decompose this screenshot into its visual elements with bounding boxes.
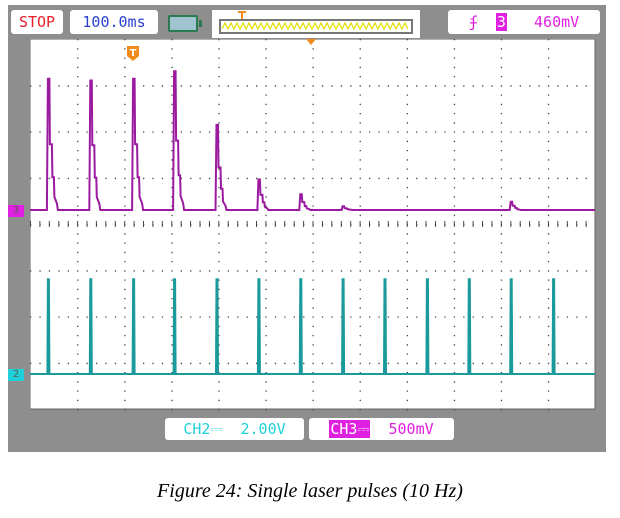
ch2-volts-div: 2.00V <box>240 420 286 438</box>
memory-wave <box>221 21 409 31</box>
timebase[interactable]: 100.0ms <box>70 10 158 34</box>
run-state[interactable]: STOP <box>11 10 63 34</box>
trigger-position-icon <box>238 11 246 19</box>
ch3-trace <box>30 70 595 211</box>
dc-coupling-icon: ⎓ <box>210 420 223 438</box>
waveform-display: T <box>30 39 596 411</box>
ch3-ground-marker[interactable]: 3 <box>8 205 24 217</box>
trigger-source: 3 <box>495 13 507 31</box>
ch2-ground-marker[interactable]: 2 <box>8 369 24 381</box>
battery-icon <box>168 15 202 32</box>
trigger-marker: T <box>127 46 139 61</box>
trigger-level: 460mV <box>534 13 580 31</box>
ch3-scale[interactable]: CH3⎓ 500mV <box>309 418 454 440</box>
rising-edge-icon: ʄ <box>468 13 478 31</box>
figure-caption: Figure 24: Single laser pulses (10 Hz) <box>157 480 463 502</box>
ch3-label: CH3 <box>330 420 358 438</box>
trigger-time-icon <box>306 39 316 45</box>
svg-text:T: T <box>130 48 137 59</box>
ch2-label: CH2 <box>183 420 211 438</box>
ch2-trace <box>30 278 595 375</box>
trigger-info[interactable]: ʄ 3 460mV <box>448 10 600 34</box>
ch2-scale[interactable]: CH2⎓ 2.00V <box>165 418 304 440</box>
memory-overview <box>219 11 413 34</box>
dc-coupling-icon: ⎓ <box>357 420 370 438</box>
ch3-volts-div: 500mV <box>388 420 434 438</box>
memory-window <box>212 10 420 38</box>
